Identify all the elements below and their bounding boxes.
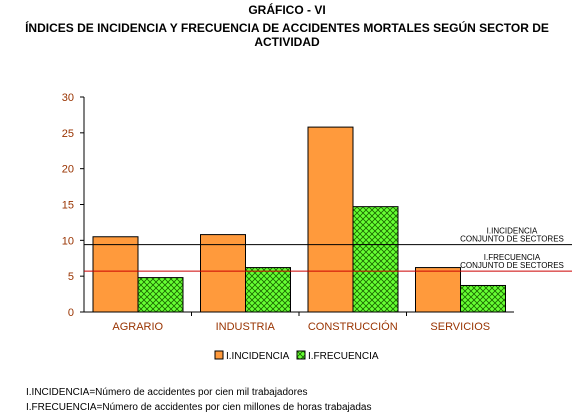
reference-label: I.FRECUENCIA [484,253,541,262]
y-tick-label: 5 [68,271,74,283]
bar-incidencia [307,126,354,313]
y-tick-label: 20 [62,164,74,176]
bar-frecuencia [137,277,184,313]
x-tick-label: AGRARIO [112,321,163,333]
chart-title: GRÁFICO - VI [248,3,326,17]
reference-label: CONJUNTO DE SECTORES [460,235,564,244]
y-tick-label: 25 [62,128,74,140]
x-tick-label: INDUSTRIA [216,321,276,333]
y-tick-label: 0 [68,307,74,319]
reference-label: I.INCIDENCIA [487,227,538,236]
y-tick-label: 15 [62,200,74,212]
legend-swatch-incidencia [214,350,224,360]
bar-frecuencia [460,284,506,313]
y-tick-label: 30 [62,92,74,104]
reference-label: CONJUNTO DE SECTORES [460,261,564,270]
bar-incidencia [415,267,461,313]
bar-incidencia [200,234,246,313]
legend-label: I.FRECUENCIA [308,351,379,362]
legend-swatch-frecuencia [296,350,306,360]
y-tick-label: 10 [62,235,74,247]
x-tick-label: CONSTRUCCIÓN [308,320,398,333]
bar-frecuencia [352,206,399,313]
note-incidencia: I.INCIDENCIA=Número de accidentes por ci… [26,387,308,398]
chart-subtitle: ÍNDICES DE INCIDENCIA Y FRECUENCIA DE AC… [25,21,549,49]
legend-label: I.INCIDENCIA [226,351,290,362]
x-tick-label: SERVICIOS [430,321,490,333]
bar-frecuencia [245,267,291,313]
note-frecuencia: I.FRECUENCIA=Número de accidentes por ci… [26,402,372,413]
bar-incidencia [92,236,139,313]
